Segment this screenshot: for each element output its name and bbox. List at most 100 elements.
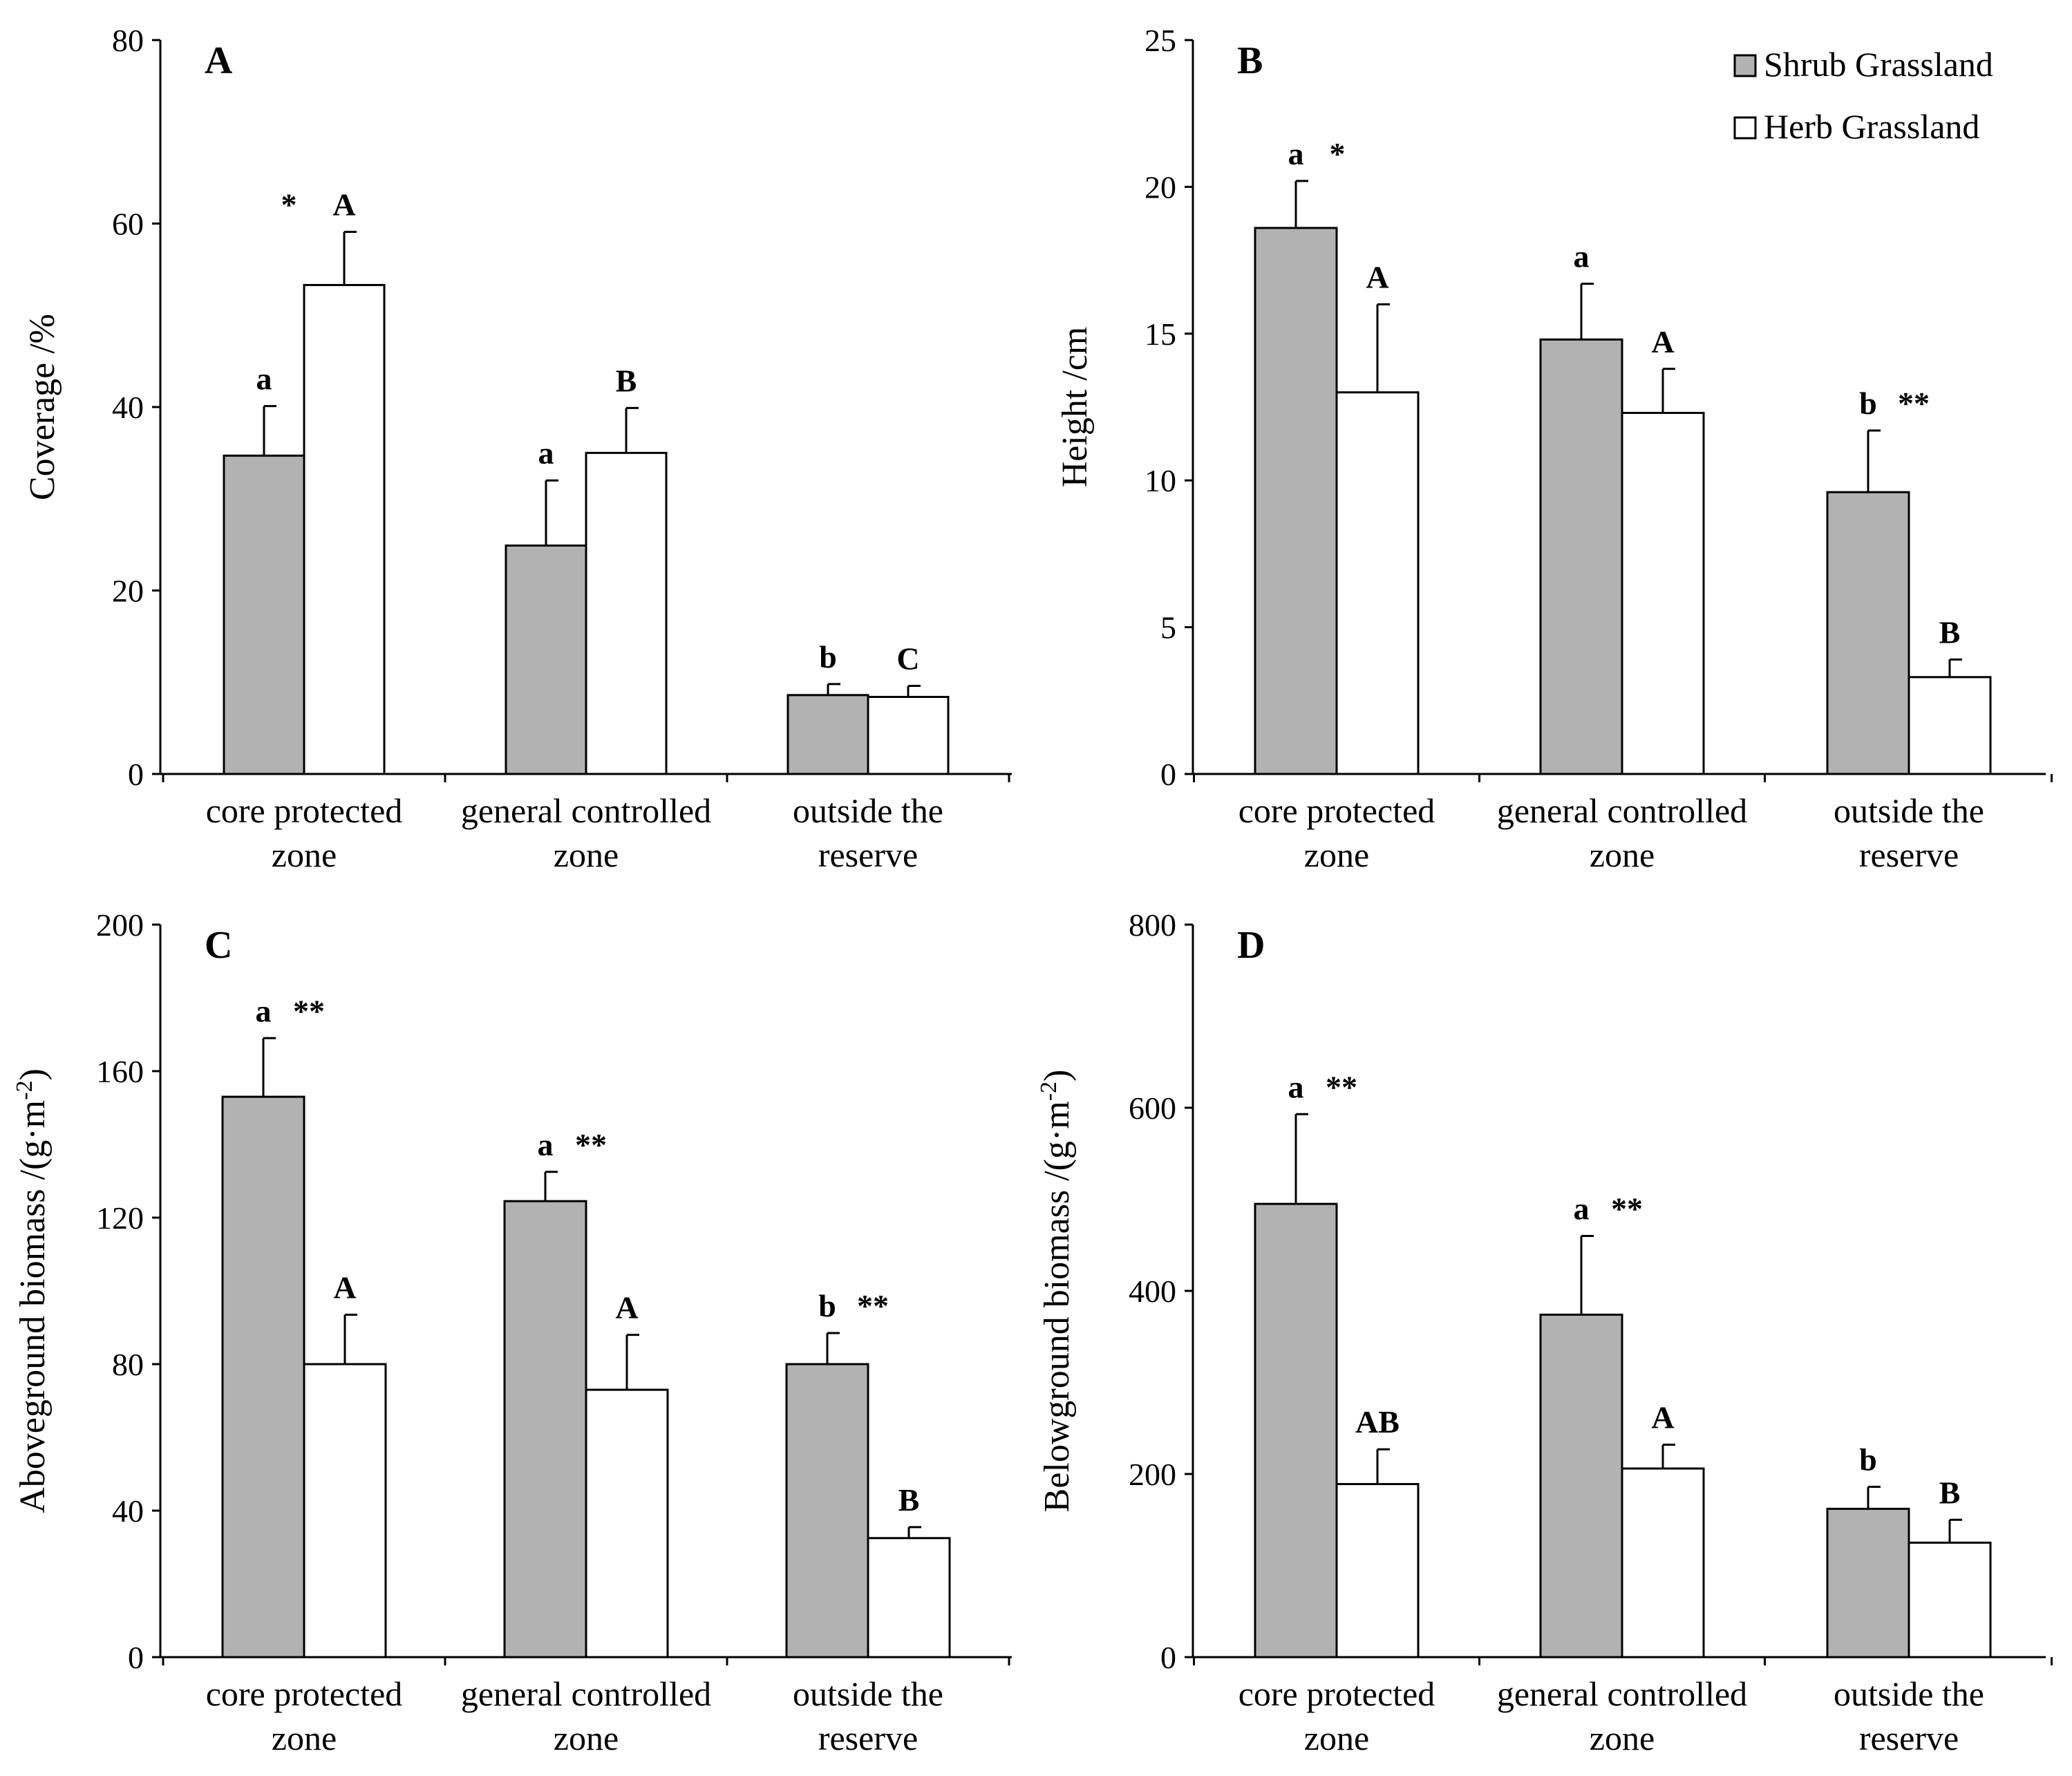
significance-letter: a xyxy=(538,435,554,471)
y-axis-title: Height /cm xyxy=(1055,327,1095,488)
x-category-label: zone xyxy=(554,835,619,874)
y-tick-label: 800 xyxy=(1129,907,1176,943)
x-category-label: general controlled xyxy=(1497,1674,1747,1713)
x-category-label: zone xyxy=(272,1719,337,1757)
significance-stars: ** xyxy=(293,993,325,1028)
significance-letter: B xyxy=(1939,1475,1961,1510)
x-category-label: zone xyxy=(1590,1719,1655,1757)
significance-letter: a xyxy=(1574,239,1590,274)
bar-herb-2 xyxy=(1621,1467,1705,1659)
bar-herb-3 xyxy=(1908,1541,1992,1659)
bar-herb-1 xyxy=(1335,391,1420,775)
bar-shrub-3 xyxy=(787,694,869,775)
x-category-label: core protected xyxy=(206,791,403,830)
y-tick-label: 400 xyxy=(1129,1274,1176,1309)
x-category-label: outside the xyxy=(1834,791,1984,830)
significance-letter: A xyxy=(333,1269,356,1305)
y-tick-label: 25 xyxy=(1145,23,1176,58)
panel-label: D xyxy=(1237,924,1265,967)
y-axis-title: Coverage /% xyxy=(23,314,62,500)
x-category-label: general controlled xyxy=(461,1674,711,1713)
significance-letter: b xyxy=(819,639,837,674)
bar-herb-2 xyxy=(1621,411,1705,775)
x-category-label: general controlled xyxy=(461,791,711,830)
y-tick-label: 0 xyxy=(1160,757,1176,792)
significance-letter: A xyxy=(615,1290,638,1325)
significance-letter: a xyxy=(1288,136,1304,171)
bar-herb-3 xyxy=(1908,676,1992,775)
legend-label-herb: Herb Grassland xyxy=(1764,107,1979,146)
y-tick-label: 120 xyxy=(96,1200,144,1236)
legend-label-shrub: Shrub Grassland xyxy=(1764,45,1993,84)
y-tick-label: 20 xyxy=(1145,169,1176,205)
legend: Shrub Grassland Herb Grassland xyxy=(1733,45,1993,146)
bar-herb-3 xyxy=(867,1537,951,1659)
bar-shrub-3 xyxy=(1826,491,1910,775)
y-tick-label: 160 xyxy=(96,1054,144,1089)
significance-letter: b xyxy=(818,1288,836,1323)
significance-stars: ** xyxy=(857,1288,889,1323)
y-tick-label: 15 xyxy=(1145,317,1176,352)
x-category-label: zone xyxy=(1590,835,1655,874)
x-category-label: zone xyxy=(1304,1719,1369,1757)
bar-shrub-2 xyxy=(503,1200,587,1659)
panel-d: 0 200 400 600 800 core protected zone general c… xyxy=(1036,907,2053,1757)
y-tick-label: 40 xyxy=(112,1493,144,1529)
panel-label: A xyxy=(205,39,233,82)
bar-herb-2 xyxy=(585,451,668,775)
x-category-label: zone xyxy=(1304,835,1369,874)
significance-letter: B xyxy=(898,1482,920,1518)
bar-shrub-3 xyxy=(1826,1507,1910,1659)
x-category-label: zone xyxy=(554,1719,619,1757)
legend-swatch-herb xyxy=(1733,116,1757,140)
bar-shrub-1 xyxy=(1254,227,1338,775)
y-tick-label: 60 xyxy=(112,207,144,242)
significance-letter: a xyxy=(1288,1069,1304,1104)
panel-c: 0 40 80 120 160 200 core protected zone general … xyxy=(12,907,1012,1757)
x-category-label: core protected xyxy=(1239,1674,1435,1713)
significance-letter: a xyxy=(256,361,272,397)
significance-stars: ** xyxy=(1611,1191,1643,1227)
x-category-label: general controlled xyxy=(1497,791,1747,830)
bar-shrub-2 xyxy=(1539,1313,1623,1659)
significance-stars: ** xyxy=(1326,1069,1357,1104)
significance-letter: a xyxy=(256,993,272,1028)
x-category-label: reserve xyxy=(1859,835,1959,874)
panel-label: B xyxy=(1237,39,1263,82)
significance-letter: A xyxy=(1651,1400,1674,1435)
significance-letter: A xyxy=(332,187,355,222)
bar-herb-1 xyxy=(303,283,386,775)
x-category-label: zone xyxy=(272,835,337,874)
y-axis-title: Belowground biomass /(g·m-2) xyxy=(1036,1070,1077,1513)
panel-label: C xyxy=(205,924,232,967)
x-category-label: core protected xyxy=(1239,791,1435,830)
x-category-label: reserve xyxy=(818,1719,918,1757)
significance-stars: * xyxy=(281,187,297,222)
x-category-label: reserve xyxy=(1859,1719,1959,1757)
significance-stars: ** xyxy=(1898,386,1930,421)
x-category-label: outside the xyxy=(793,1674,943,1713)
significance-letter: b xyxy=(1859,386,1877,421)
significance-letter: B xyxy=(1939,614,1961,650)
bar-shrub-3 xyxy=(785,1363,869,1659)
significance-letter: a xyxy=(538,1127,554,1162)
significance-letter: C xyxy=(896,641,919,677)
x-category-label: reserve xyxy=(818,835,918,874)
x-category-label: outside the xyxy=(793,791,943,830)
bar-shrub-2 xyxy=(505,544,587,775)
bar-herb-1 xyxy=(303,1363,387,1659)
y-tick-label: 0 xyxy=(128,757,144,792)
y-tick-label: 80 xyxy=(112,1347,144,1382)
bar-herb-3 xyxy=(867,695,950,775)
significance-letter: B xyxy=(616,363,637,398)
y-tick-label: 0 xyxy=(1160,1640,1176,1675)
y-tick-label: 10 xyxy=(1145,463,1176,498)
significance-letter: A xyxy=(1366,259,1388,294)
bar-shrub-1 xyxy=(223,454,305,775)
bar-herb-2 xyxy=(585,1388,669,1659)
significance-stars: ** xyxy=(575,1127,607,1162)
significance-letter: A xyxy=(1651,324,1674,359)
y-tick-label: 200 xyxy=(1129,1457,1176,1492)
bar-herb-1 xyxy=(1335,1483,1420,1659)
